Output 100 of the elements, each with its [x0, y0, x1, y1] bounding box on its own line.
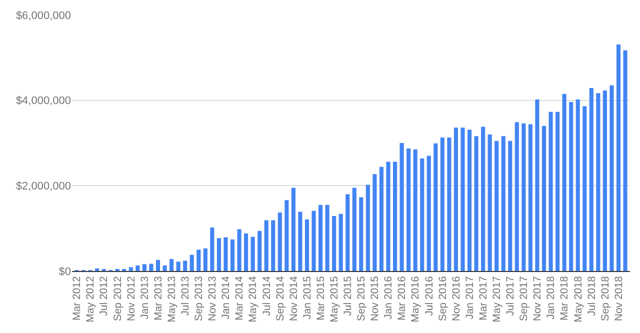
x-tick-label: Mar 2013 [152, 276, 164, 321]
bar [582, 106, 587, 271]
bar [602, 90, 607, 271]
bar [304, 219, 310, 271]
bar [250, 236, 255, 271]
bar [244, 233, 248, 271]
bar [548, 112, 553, 271]
bar [196, 250, 201, 271]
bar [210, 227, 214, 271]
bar [170, 259, 174, 271]
bar [284, 200, 289, 271]
bar [136, 265, 140, 271]
x-tick-label: Mar 2015 [314, 276, 327, 321]
x-tick-label: Sep 2017 [518, 276, 530, 322]
x-tick-label: Jan 2013 [138, 276, 151, 320]
bar [400, 143, 404, 271]
x-tick-label: Sep 2014 [274, 276, 286, 322]
x-tick-label: Jul 2013 [180, 276, 192, 316]
bar [501, 136, 506, 271]
x-tick-label: Sep 2018 [599, 276, 612, 322]
bar [332, 216, 336, 271]
x-tick-label: May 2018 [572, 276, 584, 322]
bar [359, 197, 364, 271]
bar [203, 248, 208, 271]
x-tick-label: May 2017 [491, 276, 504, 322]
y-tick-label: $0 [58, 266, 71, 278]
bar [514, 122, 519, 271]
x-tick-label: Jul 2018 [586, 276, 598, 316]
bar [610, 85, 614, 271]
x-tick-label: Sep 2013 [193, 276, 206, 322]
bar [426, 156, 431, 271]
bar [535, 99, 540, 271]
bar [224, 237, 228, 271]
bar [392, 162, 398, 271]
x-tick-label: Nov 2017 [532, 276, 544, 322]
bar [454, 128, 458, 271]
bar [434, 143, 438, 271]
bar [467, 130, 472, 271]
bar [460, 128, 465, 271]
bar [325, 204, 330, 271]
bar [508, 140, 512, 271]
bar [230, 239, 235, 271]
bar [494, 140, 499, 271]
bar [352, 188, 356, 271]
x-tick-label: Sep 2015 [356, 276, 368, 322]
x-tick-label: Jan 2017 [464, 276, 476, 320]
bar [474, 136, 478, 271]
bar [176, 262, 180, 271]
bar [149, 264, 154, 271]
bar [142, 264, 146, 271]
bar [413, 149, 418, 271]
x-tick-label: Mar 2016 [396, 276, 408, 321]
x-tick-label: Jul 2015 [342, 276, 354, 316]
bar [271, 220, 276, 271]
bar [190, 254, 194, 271]
bar [366, 184, 370, 271]
x-tick-label: Nov 2015 [369, 276, 382, 322]
bar [128, 267, 133, 271]
bar [488, 134, 492, 271]
x-tick-label: Sep 2016 [436, 276, 449, 322]
x-tick-label: May 2016 [410, 276, 422, 322]
bar [183, 260, 188, 271]
bar [616, 44, 621, 271]
x-tick-label: May 2014 [247, 276, 260, 322]
x-tick-label: Jul 2014 [260, 276, 273, 316]
x-tick-label: Mar 2018 [558, 276, 571, 321]
x-tick-label: Nov 2012 [125, 276, 138, 322]
bar [556, 112, 560, 271]
x-tick-label: Nov 2016 [450, 276, 462, 322]
bar [318, 204, 323, 271]
bar [596, 93, 600, 271]
bar [379, 166, 384, 271]
x-tick-label: May 2015 [328, 276, 340, 322]
x-tick-label: May 2013 [166, 276, 178, 322]
y-tick-label: $6,000,000 [16, 10, 71, 22]
bar [522, 123, 526, 271]
bar [298, 212, 302, 271]
bar [264, 220, 268, 271]
bar [278, 212, 282, 271]
bar [576, 99, 580, 271]
bar [237, 229, 242, 271]
x-tick-label: Nov 2014 [288, 276, 300, 322]
x-tick-label: Jul 2016 [423, 276, 436, 316]
x-tick-label: Mar 2014 [234, 276, 246, 321]
bar [95, 268, 100, 271]
bar [216, 238, 221, 271]
bar [562, 94, 566, 271]
bar [447, 137, 452, 271]
x-tick-label: Sep 2012 [112, 276, 124, 322]
x-tick-label: Jan 2018 [545, 276, 558, 320]
x-tick-label: May 2012 [84, 276, 97, 322]
bar [156, 260, 160, 271]
bar [528, 124, 532, 271]
bar [386, 162, 390, 271]
bar [623, 50, 628, 271]
x-tick-label: Nov 2013 [206, 276, 219, 322]
x-tick-label: Mar 2012 [71, 276, 84, 321]
bar [258, 230, 262, 271]
bar [346, 194, 350, 271]
bar [372, 174, 377, 271]
